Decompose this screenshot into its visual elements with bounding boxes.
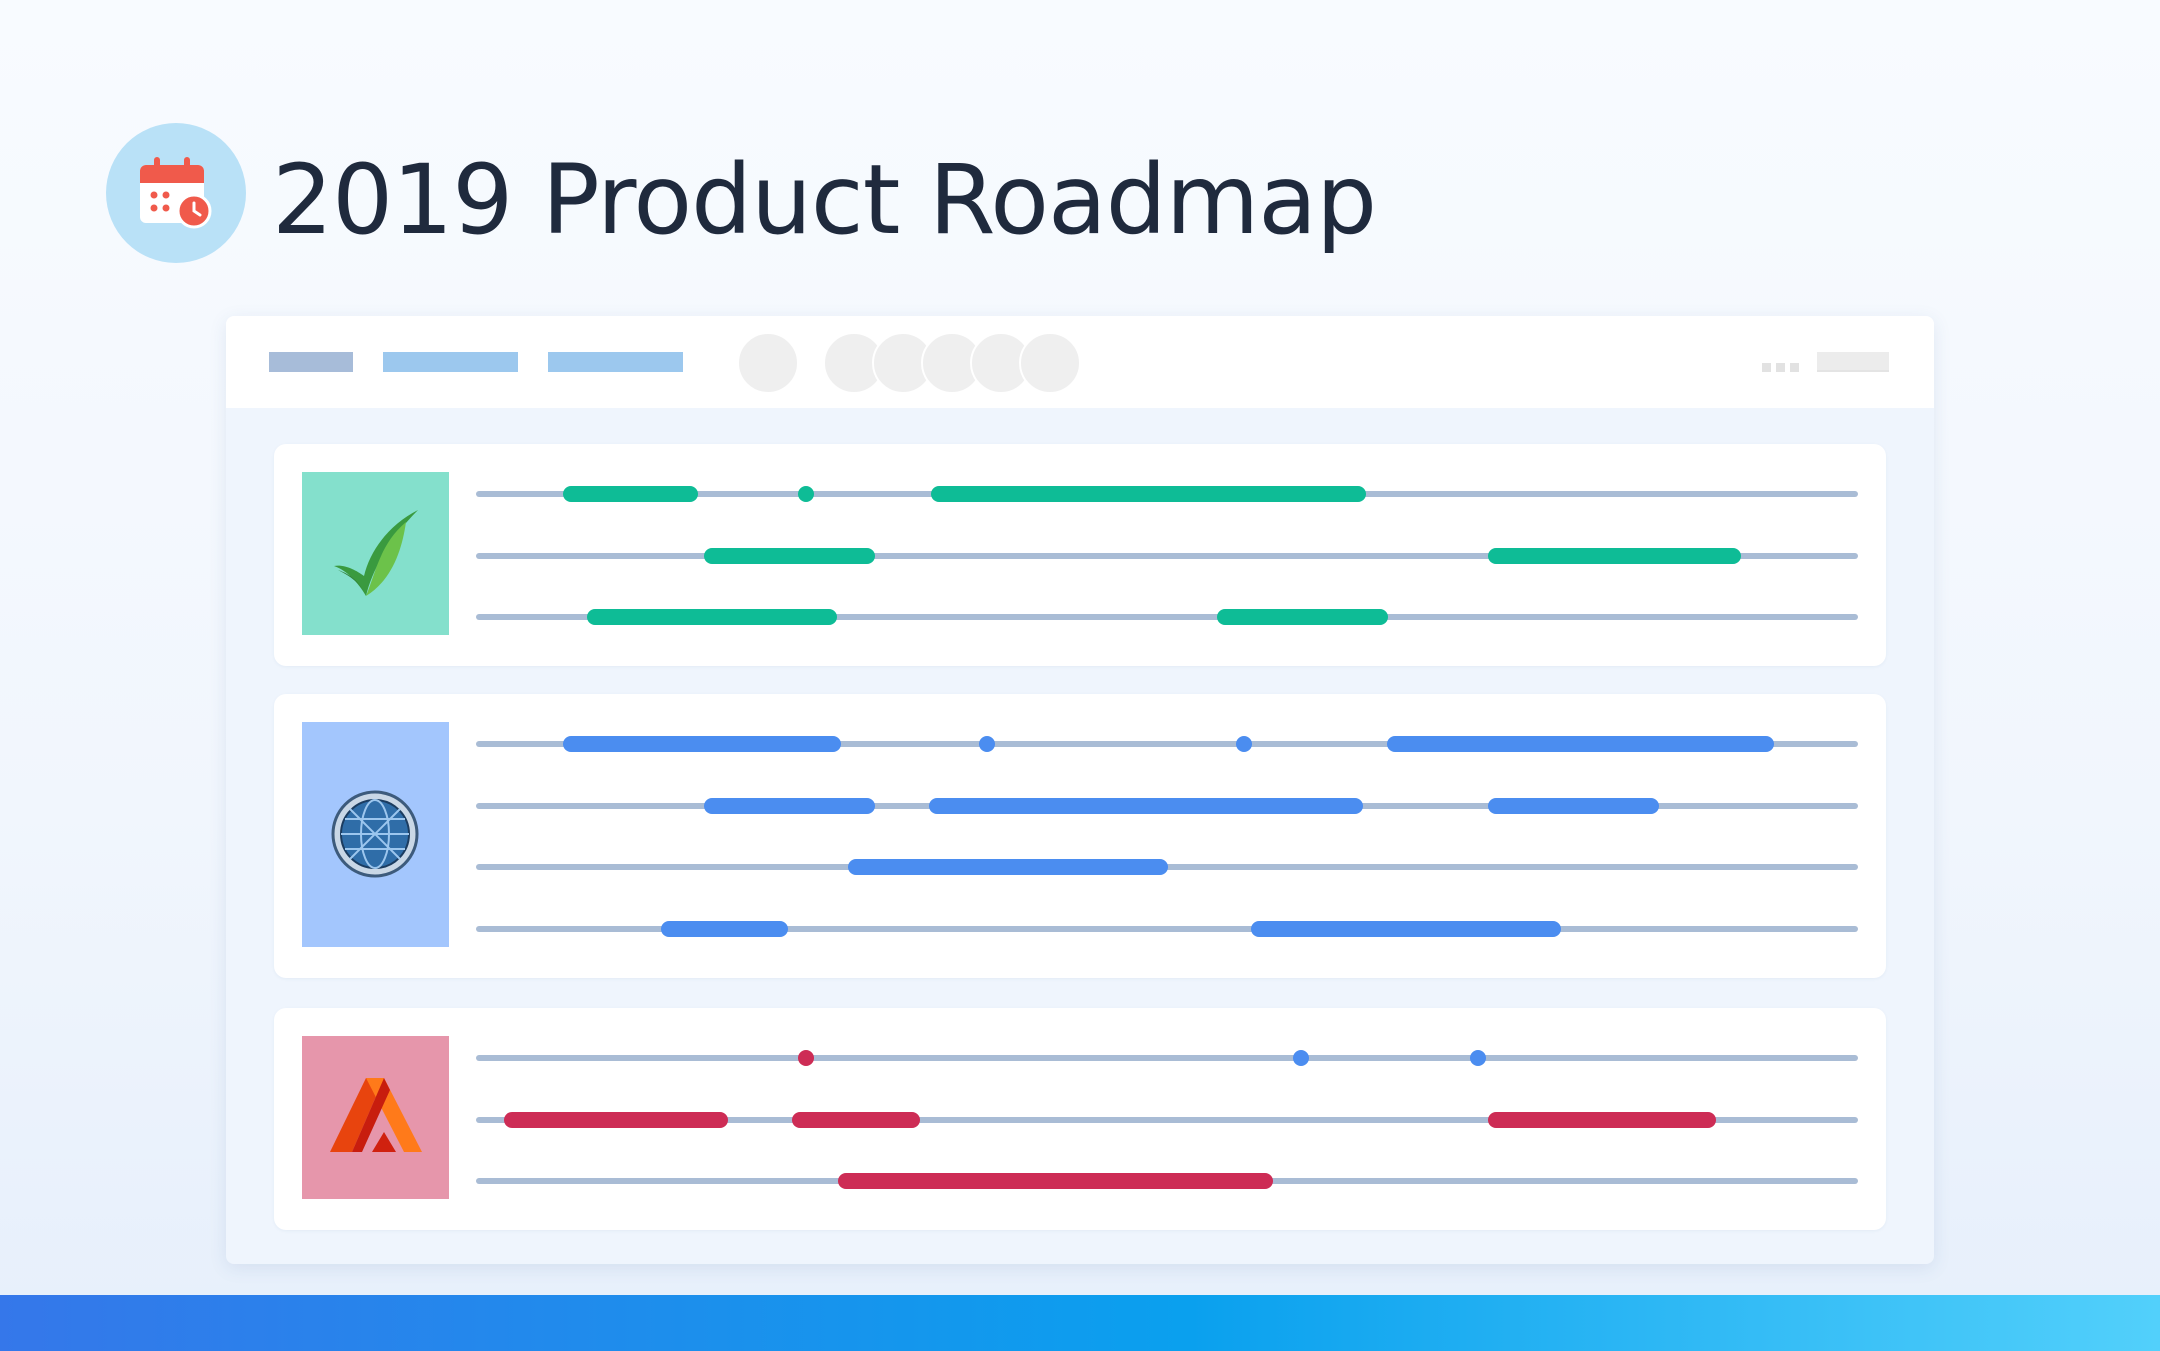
timeline-bar[interactable]	[1251, 920, 1561, 937]
product-logo	[302, 722, 449, 947]
toolbar-search-placeholder[interactable]	[1817, 352, 1889, 372]
timeline-bar[interactable]	[1487, 797, 1659, 814]
app-window	[226, 316, 1934, 1264]
timeline-lane	[476, 736, 1858, 752]
timeline-bar[interactable]	[929, 797, 1364, 814]
toolbar-tab[interactable]	[383, 352, 518, 372]
milestone-dot[interactable]	[798, 1050, 815, 1066]
product-card	[274, 1008, 1886, 1230]
product-logo	[302, 472, 449, 635]
avatar[interactable]	[737, 332, 799, 394]
timeline-bar[interactable]	[930, 486, 1366, 502]
globe-icon	[331, 790, 419, 878]
timeline-lane	[476, 1111, 1858, 1128]
leaf-check-icon	[334, 510, 418, 596]
timeline-bar[interactable]	[704, 797, 876, 814]
timeline-bar[interactable]	[503, 1111, 728, 1128]
ellipsis-icon[interactable]	[1762, 359, 1804, 377]
product-logo	[302, 1036, 449, 1199]
timeline-bar[interactable]	[1487, 1111, 1716, 1128]
timeline-lane	[476, 547, 1858, 564]
timeline-bar[interactable]	[1216, 609, 1389, 625]
milestone-dot[interactable]	[798, 486, 815, 502]
timeline-bar[interactable]	[661, 920, 789, 937]
avatar[interactable]	[1019, 332, 1081, 394]
arch-a-icon	[330, 1078, 422, 1152]
timeline-bar[interactable]	[586, 609, 837, 625]
product-card	[274, 694, 1886, 978]
timeline-bar[interactable]	[563, 736, 841, 752]
milestone-dot[interactable]	[1293, 1050, 1310, 1066]
product-card	[274, 444, 1886, 666]
timeline-lane	[476, 609, 1858, 625]
timeline-lane	[476, 920, 1858, 937]
timeline-bar[interactable]	[1487, 547, 1741, 564]
timeline-lane	[476, 1050, 1858, 1066]
timeline-lane	[476, 859, 1858, 875]
milestone-dot[interactable]	[1236, 736, 1253, 752]
timeline-lane	[476, 797, 1858, 814]
timeline-bar[interactable]	[847, 859, 1169, 875]
toolbar-tab[interactable]	[548, 352, 683, 372]
toolbar	[226, 316, 1934, 408]
timeline-lane	[476, 486, 1858, 502]
toolbar-tab[interactable]	[269, 352, 353, 372]
timeline-bar[interactable]	[704, 547, 876, 564]
bottom-gradient-band	[0, 1295, 2160, 1351]
timeline-lane	[476, 1173, 1858, 1189]
milestone-dot[interactable]	[1469, 1050, 1486, 1066]
milestone-dot[interactable]	[979, 736, 996, 752]
calendar-clock-icon	[106, 123, 246, 263]
timeline-bar[interactable]	[838, 1173, 1274, 1189]
timeline-bar[interactable]	[563, 486, 699, 502]
timeline-bar[interactable]	[1386, 736, 1774, 752]
timeline-bar[interactable]	[792, 1111, 920, 1128]
page-title: 2019 Product Roadmap	[272, 144, 1377, 256]
